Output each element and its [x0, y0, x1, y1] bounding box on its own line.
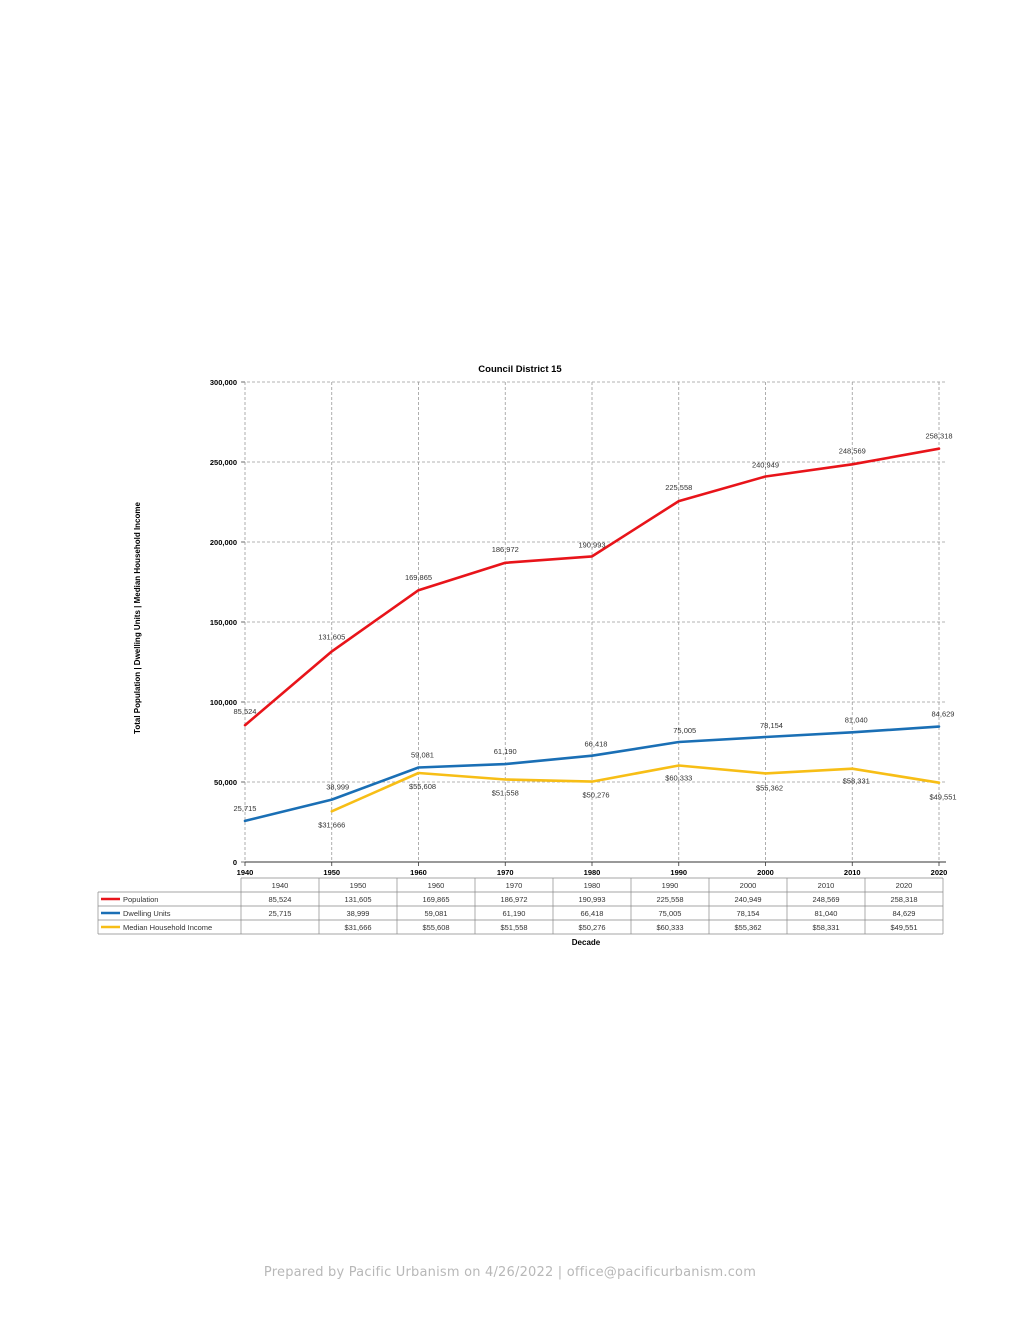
table-cell: 85,524	[269, 895, 292, 904]
table-cell: 25,715	[269, 909, 292, 918]
table-cell: 81,040	[815, 909, 838, 918]
table-cell: 258,318	[890, 895, 917, 904]
data-label: $55,608	[409, 782, 436, 791]
y-tick-label: 100,000	[210, 698, 237, 707]
data-label: $49,551	[929, 793, 956, 802]
data-label: 75,005	[673, 726, 696, 735]
data-label: 240,949	[752, 460, 779, 469]
data-label: 190,993	[578, 540, 605, 549]
table-header-cell: 1970	[506, 881, 523, 890]
data-label: 85,524	[234, 707, 257, 716]
data-label: 225,558	[665, 483, 692, 492]
table-cell: 225,558	[656, 895, 683, 904]
y-tick-label: 150,000	[210, 618, 237, 627]
data-label: $50,276	[582, 791, 609, 800]
table-cell: 38,999	[347, 909, 370, 918]
table-cell: $50,276	[578, 923, 605, 932]
series-line-population	[243, 447, 941, 727]
data-label: 81,040	[845, 715, 868, 724]
data-label: 84,629	[932, 710, 955, 719]
y-axis-label: Total Population | Dwelling Units | Medi…	[133, 502, 142, 734]
x-tick-label: 1950	[323, 868, 340, 877]
data-label: 78,154	[760, 721, 783, 730]
legend-entry: Dwelling Units	[123, 909, 171, 918]
table-cell: 61,190	[503, 909, 526, 918]
table-cell: $49,551	[890, 923, 917, 932]
table-header-cell: 2020	[896, 881, 913, 890]
table-cell: 169,865	[422, 895, 449, 904]
data-label: $60,333	[665, 773, 692, 782]
data-label: $51,558	[492, 789, 519, 798]
legend-entry: Median Household Income	[123, 923, 212, 932]
table-cell: 78,154	[737, 909, 760, 918]
x-tick-label: 1940	[237, 868, 254, 877]
y-tick-label: 200,000	[210, 538, 237, 547]
table-cell: 66,418	[581, 909, 604, 918]
table-header-cell: 1980	[584, 881, 601, 890]
x-tick-label: 2020	[931, 868, 948, 877]
x-axis-label: Decade	[572, 938, 601, 947]
table-header-cell: 2000	[740, 881, 757, 890]
data-label: 38,999	[326, 783, 349, 792]
data-label: 25,715	[234, 804, 257, 813]
y-tick-label: 0	[233, 858, 237, 867]
y-tick-label: 50,000	[214, 778, 237, 787]
data-label: 169,865	[405, 573, 432, 582]
table-cell: 75,005	[659, 909, 682, 918]
series	[243, 447, 941, 823]
table-cell: $58,331	[812, 923, 839, 932]
table-cell: $55,362	[734, 923, 761, 932]
table-cell: 186,972	[500, 895, 527, 904]
table-cell: 59,081	[425, 909, 448, 918]
table-header-cell: 1990	[662, 881, 679, 890]
table-cell: $55,608	[422, 923, 449, 932]
data-label: 186,972	[492, 545, 519, 554]
table-header-cell: 1960	[428, 881, 445, 890]
table-cell: $31,666	[344, 923, 371, 932]
x-tick-label: 1960	[410, 868, 427, 877]
table-cell: 84,629	[893, 909, 916, 918]
data-label: 248,569	[839, 446, 866, 455]
data-label: $31,666	[318, 820, 345, 829]
footer-credit: Prepared by Pacific Urbanism on 4/26/202…	[263, 1265, 757, 1280]
x-axis: 1940 1950 1960 1970 1980 1990 2000 2010 2020	[237, 861, 948, 877]
data-labels: 85,524 131,605 169,865 186,972 190,993 225,55…	[234, 432, 957, 830]
legend-entry: Population	[123, 895, 158, 904]
series-line-dwelling-units	[243, 725, 941, 823]
x-tick-label: 1990	[670, 868, 687, 877]
y-axis: 0 50,000 100,000 150,000 200,000 250,000 300,0…	[210, 378, 246, 867]
x-tick-label: 2000	[757, 868, 774, 877]
data-label: $58,331	[843, 777, 870, 786]
x-tick-label: 2010	[844, 868, 861, 877]
table-cell: 131,605	[344, 895, 371, 904]
data-label: $55,362	[756, 783, 783, 792]
data-label: 258,318	[925, 432, 952, 441]
table-header-cell: 1950	[350, 881, 367, 890]
x-tick-label: 1980	[584, 868, 601, 877]
data-table: 1940 1950 1960 1970 1980 1990 2000 2010 2020 Popu…	[97, 877, 944, 935]
data-label: 66,418	[585, 740, 608, 749]
y-tick-label: 300,000	[210, 378, 237, 387]
table-cell: 248,569	[812, 895, 839, 904]
data-label: 131,605	[318, 632, 345, 641]
data-label: 61,190	[494, 747, 517, 756]
table-cell: $60,333	[656, 923, 683, 932]
series-line-median-household-income	[330, 764, 941, 813]
data-label: 59,081	[411, 750, 434, 759]
chart-title: Council District 15	[478, 364, 562, 375]
table-cell: $51,558	[500, 923, 527, 932]
table-header-cell: 2010	[818, 881, 835, 890]
table-cell: 190,993	[578, 895, 605, 904]
table-header-cell: 1940	[272, 881, 289, 890]
y-tick-label: 250,000	[210, 458, 237, 467]
x-tick-label: 1970	[497, 868, 514, 877]
table-cell: 240,949	[734, 895, 761, 904]
